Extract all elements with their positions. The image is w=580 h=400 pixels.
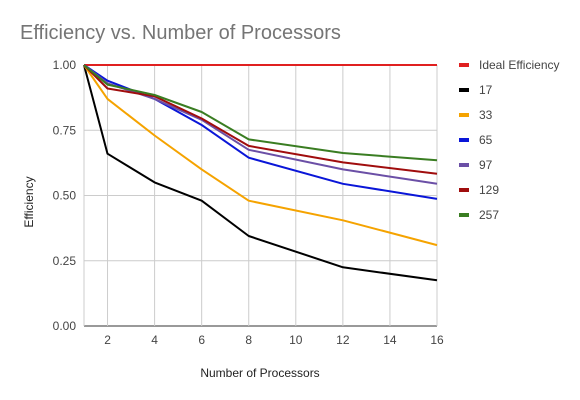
series-line-33 <box>83 64 438 247</box>
legend-swatch <box>459 138 469 142</box>
x-axis-label: Number of Processors <box>200 366 319 380</box>
x-tick-label: 16 <box>430 333 444 347</box>
series-line-17 <box>83 64 438 282</box>
series-lines <box>83 64 438 282</box>
x-tick-label: 10 <box>289 333 303 347</box>
legend-swatch <box>459 113 469 117</box>
legend-label: 257 <box>479 208 499 222</box>
y-tick-label: 0.75 <box>53 123 77 137</box>
series-line-129 <box>83 64 438 175</box>
series-line-257 <box>83 64 438 162</box>
legend-swatch <box>459 163 469 167</box>
legend-label: 17 <box>479 83 493 97</box>
chart-title: Efficiency vs. Number of Processors <box>20 22 341 44</box>
x-tick-label: 4 <box>151 333 158 347</box>
y-tick-label: 0.00 <box>53 319 77 333</box>
x-tick-label: 8 <box>245 333 252 347</box>
y-tick-label: 1.00 <box>53 58 77 72</box>
x-tick-label: 14 <box>383 333 397 347</box>
legend-label: 97 <box>479 158 493 172</box>
legend-label: 129 <box>479 183 499 197</box>
legend-swatch <box>459 188 469 192</box>
y-axis-label: Efficiency <box>22 176 36 227</box>
legend-label: 65 <box>479 133 493 147</box>
x-tick-label: 12 <box>336 333 350 347</box>
legend-label: Ideal Efficiency <box>479 58 560 72</box>
legend: Ideal Efficiency 17 33 65 97 129 257 <box>459 58 560 222</box>
y-tick-label: 0.25 <box>53 254 77 268</box>
axis-ticks: 0.00 0.25 0.50 0.75 1.00 2 4 6 8 10 12 14 16 <box>53 58 444 347</box>
legend-swatch <box>459 88 469 92</box>
x-tick-label: 2 <box>104 333 111 347</box>
legend-swatch <box>459 213 469 217</box>
x-tick-label: 6 <box>198 333 205 347</box>
grid-lines <box>83 64 438 327</box>
series-line-65 <box>83 64 438 200</box>
legend-swatch <box>459 63 469 67</box>
y-tick-label: 0.50 <box>53 189 77 203</box>
legend-label: 33 <box>479 108 493 122</box>
